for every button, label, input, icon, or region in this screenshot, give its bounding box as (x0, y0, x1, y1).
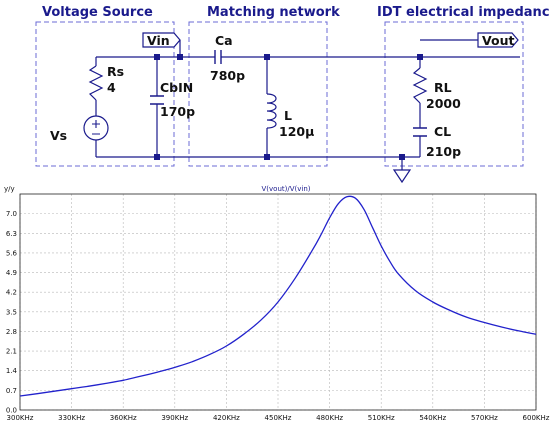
x-tick-label: 360KHz (110, 414, 137, 422)
rl-name: RL (434, 80, 452, 95)
x-tick-label: 390KHz (161, 414, 188, 422)
x-tick-label: 600KHz (523, 414, 550, 422)
rs-name: Rs (107, 64, 124, 79)
y-tick-label: 2.8 (6, 328, 17, 336)
ca-name: Ca (215, 33, 233, 48)
capacitor-cbin (150, 95, 164, 105)
y-tick-label: 7.0 (6, 210, 17, 218)
l-name: L (284, 108, 292, 123)
y-tick-label: 0.0 (6, 407, 17, 415)
matching-network-title: Matching network (207, 5, 340, 20)
cbin-name: CbIN (160, 80, 193, 95)
voltage-source-title: Voltage Source (42, 5, 153, 20)
vin-port: Vin (142, 32, 181, 57)
y-unit-label: y/y (4, 185, 15, 193)
series-line (19, 195, 537, 397)
x-tick-label: 420KHz (213, 414, 240, 422)
y-tick-label: 5.6 (6, 249, 18, 257)
y-tick-label: 4.9 (6, 269, 17, 277)
cl-value: 210p (426, 144, 461, 159)
ground-symbol (392, 169, 412, 184)
resistor-rs (88, 65, 104, 101)
y-tick-label: 0.7 (6, 387, 17, 395)
vout-label: Vout (482, 33, 514, 48)
y-tick-label: 4.2 (6, 289, 17, 297)
x-tick-label: 480KHz (316, 414, 343, 422)
schematic: Voltage Source Matching network IDT elec… (35, 5, 550, 184)
idt-impedance-title: IDT electrical impedance (377, 5, 550, 20)
cbin-value: 170p (160, 104, 195, 119)
x-tick-label: 540KHz (419, 414, 446, 422)
vout-port: Vout (420, 32, 519, 48)
plot: y/y V(vout)/V(vin) 300KHz 330KHz 360KHz 390… (4, 185, 550, 422)
x-tick-label: 570KHz (471, 414, 498, 422)
y-tick-label: 1.4 (6, 367, 18, 375)
vin-label: Vin (147, 33, 170, 48)
x-tick-label: 330KHz (58, 414, 85, 422)
y-tick-label: 3.5 (6, 308, 17, 316)
capacitor-cl (413, 127, 427, 137)
cl-name: CL (434, 124, 451, 139)
l-value: 120µ (279, 124, 314, 139)
plot-series (19, 195, 537, 397)
plot-ticks: 300KHz 330KHz 360KHz 390KHz 420KHz 450KHz 480K… (6, 210, 550, 422)
rl-value: 2000 (426, 96, 461, 111)
plot-frame (19, 193, 537, 411)
plot-title: V(vout)/V(vin) (262, 185, 311, 193)
x-tick-label: 510KHz (368, 414, 395, 422)
y-tick-label: 6.3 (6, 230, 17, 238)
voltage-source-box (35, 21, 175, 167)
inductor-l (266, 93, 277, 129)
y-tick-label: 2.1 (6, 348, 17, 356)
x-tick-label: 300KHz (7, 414, 34, 422)
idt-impedance-box (384, 21, 524, 167)
matching-network-box (188, 21, 328, 167)
capacitor-ca (214, 50, 222, 64)
voltage-source-vs (83, 115, 109, 141)
resistor-rl (412, 67, 428, 104)
rs-value: 4 (107, 80, 116, 95)
ca-value: 780p (210, 68, 245, 83)
x-tick-label: 450KHz (265, 414, 292, 422)
vs-name: Vs (50, 128, 67, 143)
